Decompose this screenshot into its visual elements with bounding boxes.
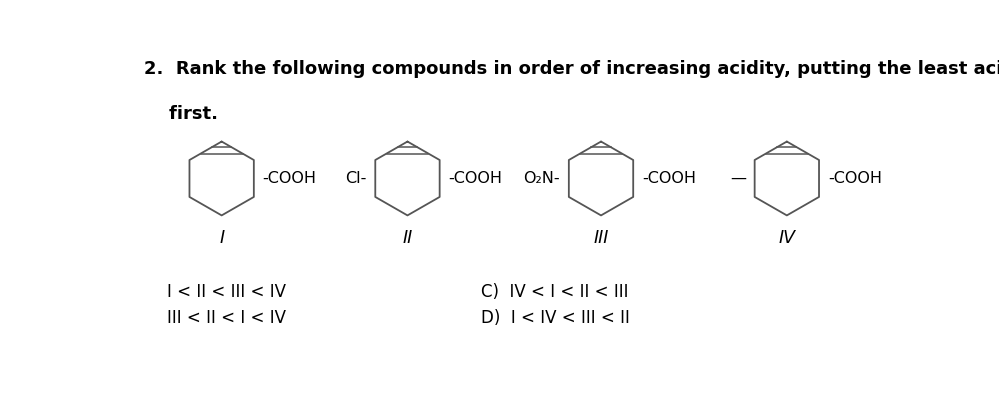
Text: 2.  Rank the following compounds in order of increasing acidity, putting the lea: 2. Rank the following compounds in order…: [144, 60, 999, 78]
Text: -COOH: -COOH: [449, 171, 502, 186]
Text: I: I: [219, 229, 224, 247]
Text: C)  IV < I < II < III: C) IV < I < II < III: [482, 284, 628, 301]
Text: Cl-: Cl-: [345, 171, 367, 186]
Text: O₂N-: O₂N-: [523, 171, 560, 186]
Text: -COOH: -COOH: [828, 171, 882, 186]
Text: -COOH: -COOH: [642, 171, 696, 186]
Text: —: —: [730, 171, 746, 186]
Text: III: III: [593, 229, 608, 247]
Text: D)  I < IV < III < II: D) I < IV < III < II: [482, 309, 630, 327]
Text: I < II < III < IV: I < II < III < IV: [168, 284, 287, 301]
Text: first.: first.: [144, 105, 218, 123]
Text: -COOH: -COOH: [263, 171, 317, 186]
Text: III < II < I < IV: III < II < I < IV: [168, 309, 287, 327]
Text: II: II: [403, 229, 413, 247]
Text: IV: IV: [778, 229, 795, 247]
